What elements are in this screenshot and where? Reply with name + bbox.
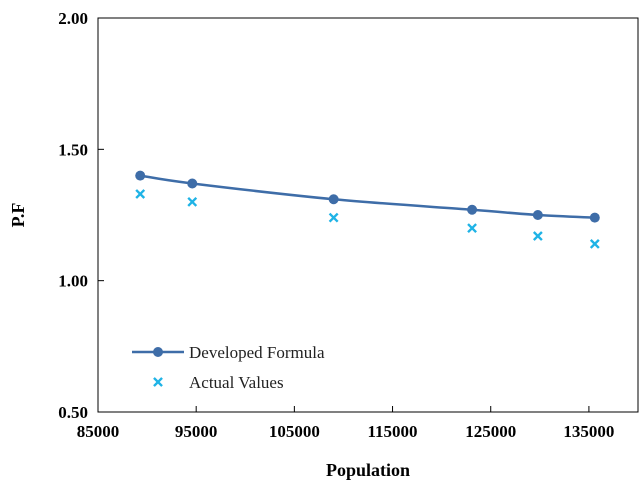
y-tick-label: 0.50 — [58, 403, 88, 422]
x-tick-label: 125000 — [465, 422, 516, 441]
data-point — [467, 204, 478, 215]
legend-item: Developed Formula — [132, 343, 325, 362]
data-point — [589, 238, 600, 249]
data-point — [328, 194, 339, 205]
x-tick-label: 135000 — [563, 422, 614, 441]
legend-marker — [153, 347, 163, 357]
legend-marker — [153, 377, 163, 387]
legend-label: Developed Formula — [189, 343, 325, 362]
data-point — [532, 231, 543, 241]
x-axis: 85000 95000 105000 115000 125000 135000 — [77, 406, 614, 441]
x-tick-label: 95000 — [175, 422, 218, 441]
data-point — [135, 170, 146, 181]
data-point — [467, 223, 477, 234]
series-1 — [135, 170, 600, 223]
legend-label: Actual Values — [189, 373, 284, 392]
series-2 — [135, 189, 600, 249]
data-point — [187, 196, 198, 207]
legend: Developed Formula Actual Values — [132, 343, 325, 392]
y-tick-label: 1.00 — [58, 272, 88, 291]
x-tick-label: 105000 — [269, 422, 320, 441]
x-tick-label: 115000 — [368, 422, 418, 441]
data-point — [135, 189, 146, 199]
y-axis: 0.50 1.00 1.50 2.00 — [58, 9, 104, 422]
data-point — [187, 178, 198, 189]
y-tick-label: 2.00 — [58, 9, 88, 28]
x-axis-title: Population — [326, 460, 410, 480]
data-point — [532, 210, 543, 220]
legend-item: Actual Values — [153, 373, 284, 392]
x-tick-label: 85000 — [77, 422, 120, 441]
series-layer — [135, 170, 600, 249]
y-tick-label: 1.50 — [58, 140, 88, 159]
data-point — [589, 212, 600, 223]
data-point — [328, 212, 339, 223]
y-axis-title: P.F — [8, 203, 28, 228]
